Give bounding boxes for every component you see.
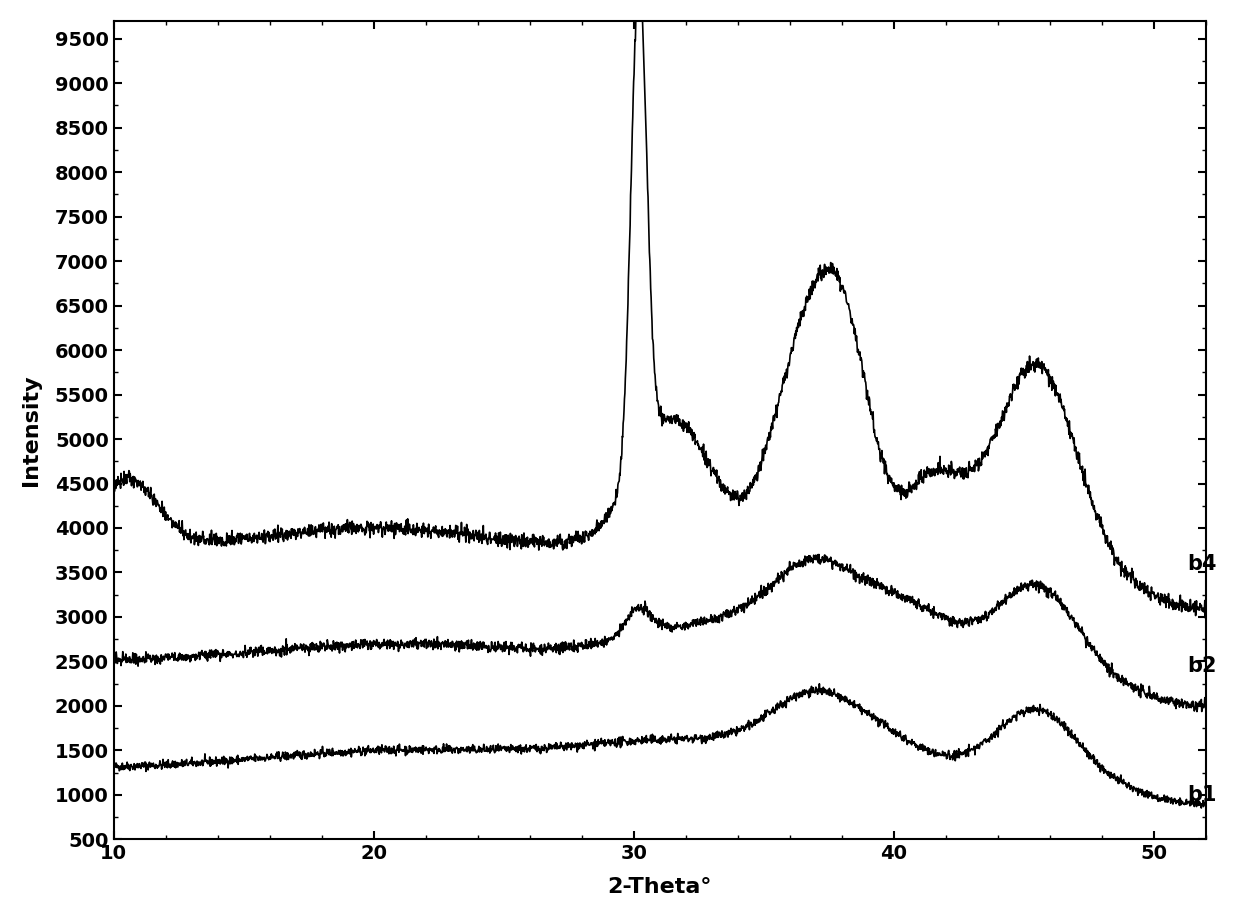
X-axis label: 2-Theta°: 2-Theta° — [608, 878, 712, 897]
Text: b2: b2 — [1188, 656, 1216, 676]
Text: b1: b1 — [1188, 785, 1216, 805]
Text: b4: b4 — [1188, 554, 1216, 574]
Y-axis label: Intensity: Intensity — [21, 375, 41, 486]
